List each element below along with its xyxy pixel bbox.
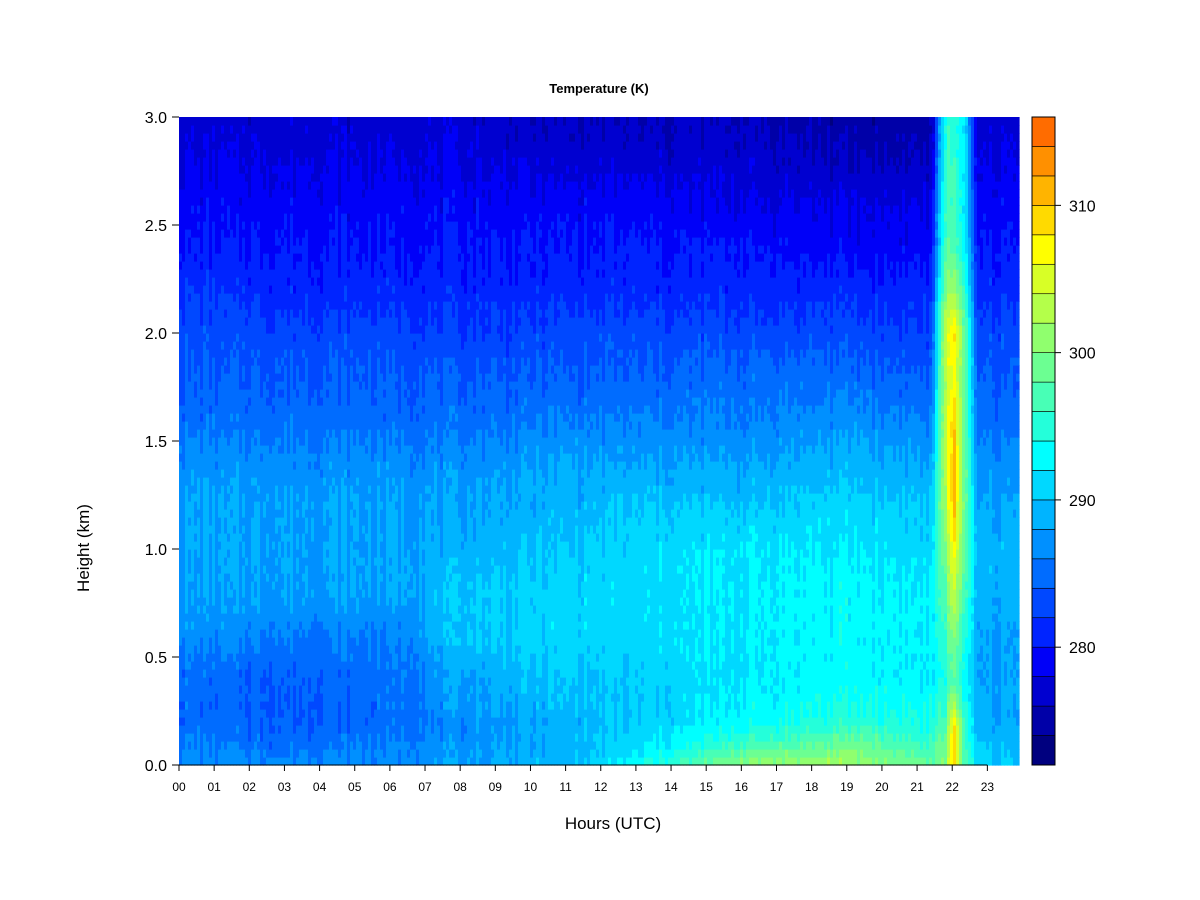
- chart-title: Temperature (K): [549, 81, 648, 96]
- heatmap-plot-area: [179, 117, 1020, 766]
